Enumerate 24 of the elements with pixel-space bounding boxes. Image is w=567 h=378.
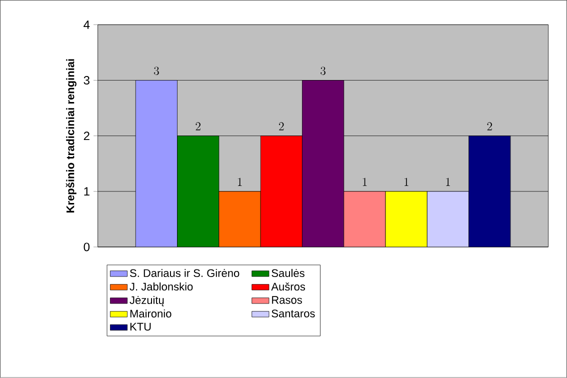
y-tick-label: 0	[84, 242, 90, 252]
y-tick-label: 3	[84, 76, 90, 85]
data-label: 1	[362, 178, 367, 186]
legend-label: S. Dariaus ir S. Girėno	[130, 269, 240, 278]
y-axis-title: Krepšinio tradiciniai renginiai	[66, 59, 76, 213]
data-label: 2	[487, 122, 492, 130]
data-label: 2	[279, 122, 284, 130]
legend-label: KTU	[130, 323, 151, 331]
y-tick-label: 1	[84, 187, 90, 196]
data-label: 3	[154, 66, 159, 76]
legend-label: Jėzuitų	[130, 296, 164, 306]
legend-label: Aušros	[271, 282, 306, 291]
legend-label: J. Jablonskio	[130, 282, 193, 291]
legend-label: Saulės	[272, 269, 304, 278]
legend-label: Rasos	[272, 296, 302, 304]
y-tick-label: 2	[84, 132, 90, 140]
legend-label: Maironio	[130, 310, 172, 318]
data-label: 1	[446, 178, 450, 186]
data-label: 2	[196, 122, 200, 130]
y-tick-label: 4	[84, 20, 90, 29]
data-label: 1	[404, 178, 408, 186]
legend-label: Santaros	[272, 310, 315, 318]
data-label: 3	[320, 66, 326, 76]
data-label: 1	[238, 178, 242, 186]
